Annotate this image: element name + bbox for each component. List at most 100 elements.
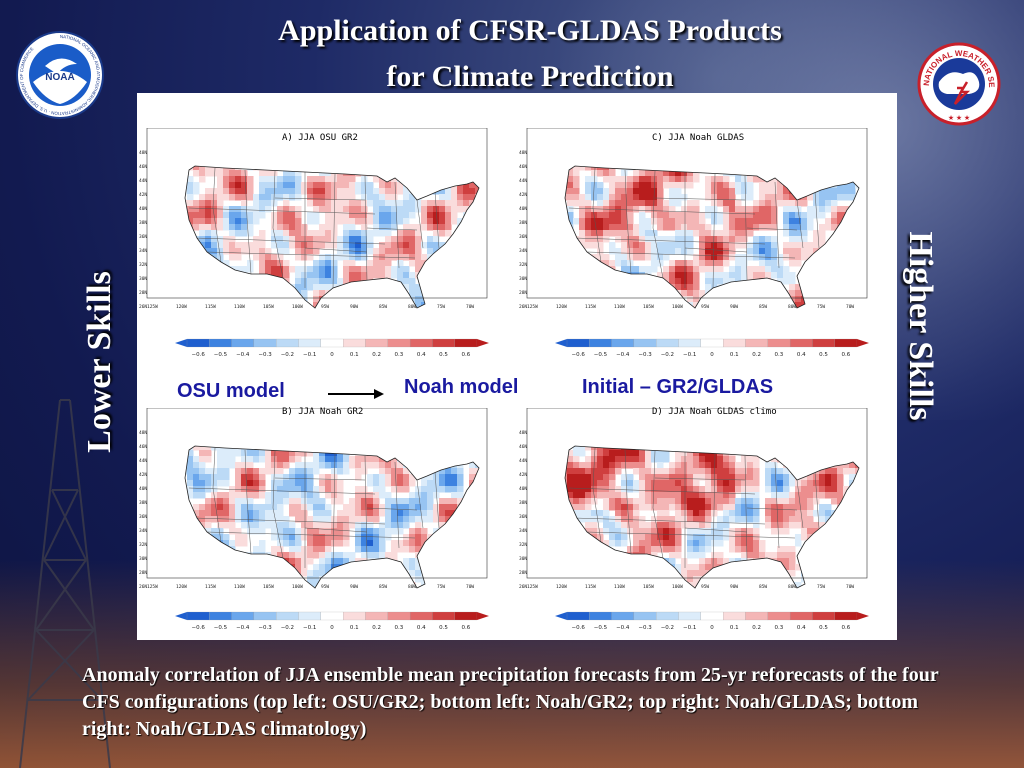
colorbar-swatch <box>409 338 433 348</box>
colorbar-swatch <box>566 338 590 348</box>
lat-tick-label: 38N <box>139 220 147 226</box>
lat-tick-label: 40N <box>139 486 147 492</box>
colorbar-swatch <box>834 611 858 621</box>
lon-tick-label: 75W <box>817 304 825 310</box>
colorbar-tick-label: 0.4 <box>797 625 806 631</box>
colorbar-tick-label: 0 <box>710 625 714 631</box>
lon-tick-label: 80W <box>408 304 416 310</box>
colorbar-swatch <box>209 611 232 621</box>
colorbar-tick-label: −0.6 <box>191 352 205 358</box>
radio-tower-silhouette <box>19 399 111 768</box>
lon-tick-label: 100W <box>292 584 303 590</box>
colorbar-bottom-right: −0.6 −0.5 −0.4 −0.3 −0.2 −0.1 0 0.1 0.2 0.3 0.4 0.5… <box>555 611 869 631</box>
colorbar-tick-label: 0 <box>710 352 714 358</box>
colorbar-tick-label: −0.5 <box>594 352 608 358</box>
colorbar-tick-label: 0 <box>330 625 334 631</box>
lat-tick-label: 30N <box>139 276 147 282</box>
colorbar-swatch <box>298 611 321 621</box>
colorbar-swatch <box>186 611 210 621</box>
colorbar-bottom-left: −0.6 −0.5 −0.4 −0.3 −0.2 −0.1 0 0.1 0.2 0.3 0.4 0.5… <box>175 611 489 631</box>
colorbar-swatch <box>723 338 746 348</box>
colorbar-swatch <box>276 338 299 348</box>
lon-tick-label: 85W <box>379 584 387 590</box>
colorbar-swatch <box>633 611 657 621</box>
lon-tick-label: 95W <box>321 584 329 590</box>
lat-tick-label: 38N <box>519 220 527 226</box>
lon-tick-label: 95W <box>321 304 329 310</box>
lon-tick-label: 90W <box>350 304 358 310</box>
colorbar-tick-label: −0.4 <box>236 625 250 631</box>
lon-tick-label: 115W <box>585 584 596 590</box>
lat-tick-label: 34N <box>139 528 147 534</box>
colorbar-swatch <box>432 611 455 621</box>
lon-tick-label: 115W <box>205 304 216 310</box>
slide-title-line-1: Application of CFSR-GLDAS Products <box>278 14 782 47</box>
lon-tick-label: 100W <box>672 304 683 310</box>
colorbar-swatch <box>365 611 388 621</box>
colorbar-swatch <box>812 338 835 348</box>
colorbar-swatch <box>700 611 724 621</box>
lon-tick-label: 90W <box>730 584 738 590</box>
lat-tick-label: 36N <box>519 514 527 520</box>
colorbar-tick-label: 0.6 <box>841 625 850 631</box>
colorbar-swatch <box>589 611 612 621</box>
lat-tick-label: 32N <box>139 262 147 268</box>
colorbar-tick-label: −0.6 <box>571 352 585 358</box>
colorbar-top-right: −0.6 −0.5 −0.4 −0.3 −0.2 −0.1 0 0.1 0.2 0.3 0.4 0.5… <box>555 338 869 358</box>
colorbar-swatch <box>678 611 701 621</box>
colorbar-tick-label: 0.5 <box>819 625 828 631</box>
figure-panel: 48N 46N 44N 42N 40N 38N 36N 34N 32N 30N 28N 26N 125W… <box>137 93 897 640</box>
lon-tick-label: 120W <box>556 584 567 590</box>
map-panel-b: 48N 46N 44N 42N 40N 38N 36N 34N 32N 30N 28N 26N 125W… <box>137 407 517 598</box>
lon-tick-label: 105W <box>263 304 274 310</box>
lon-tick-label: 70W <box>846 584 854 590</box>
colorbar-tick-label: 0.1 <box>350 352 359 358</box>
osu-model-label: OSU model <box>174 380 288 403</box>
colorbar-swatch <box>432 338 455 348</box>
colorbar-tick-label: 0.5 <box>439 625 448 631</box>
colorbar-tick-label: 0.2 <box>372 625 381 631</box>
lat-tick-label: 46N <box>139 444 147 450</box>
lon-tick-label: 110W <box>614 584 625 590</box>
colorbar-tick-label: 0.4 <box>417 352 426 358</box>
lat-tick-label: 40N <box>519 206 527 212</box>
lon-tick-label: 80W <box>788 584 796 590</box>
colorbar-swatch <box>387 338 411 348</box>
colorbar-tick-label: −0.2 <box>281 352 294 358</box>
lat-tick-label: 48N <box>139 430 147 436</box>
initial-gr2-gldas-label: Initial – GR2/GLDAS <box>582 376 774 398</box>
colorbar-tick-label: −0.3 <box>638 352 652 358</box>
lat-tick-label: 30N <box>519 276 527 282</box>
lat-tick-label: 32N <box>519 542 527 548</box>
colorbar-tick-label: −0.3 <box>258 625 272 631</box>
lat-tick-label: 40N <box>519 486 527 492</box>
colorbar-swatch <box>834 338 858 348</box>
colorbar-swatch <box>387 611 411 621</box>
lon-tick-label: 85W <box>759 584 767 590</box>
lon-tick-label: 85W <box>379 304 387 310</box>
colorbar-swatch <box>454 611 478 621</box>
lat-tick-label: 48N <box>519 430 527 436</box>
colorbar-tick-label: 0.4 <box>417 625 426 631</box>
lat-tick-label: 34N <box>519 528 527 534</box>
lat-tick-label: 40N <box>139 206 147 212</box>
colorbar-tick-label: −0.6 <box>191 625 205 631</box>
colorbar-top-left: −0.6 −0.5 −0.4 −0.3 −0.2 −0.1 0 0.1 0.2 0.3 0.4 0.5… <box>175 338 489 358</box>
map-panel-a: 48N 46N 44N 42N 40N 38N 36N 34N 32N 30N 28N 26N 125W… <box>137 127 517 318</box>
lon-tick-label: 110W <box>614 304 625 310</box>
colorbar-swatch <box>633 338 657 348</box>
lon-tick-label: 110W <box>234 304 245 310</box>
colorbar-swatch <box>700 338 724 348</box>
noaa-logo-text: NOAA <box>45 72 74 83</box>
colorbar-swatch <box>745 611 768 621</box>
map-a-plot: 48N 46N 44N 42N 40N 38N 36N 34N 32N 30N 28N 26N 125W… <box>139 127 488 310</box>
lon-tick-label: 75W <box>437 304 445 310</box>
colorbar-tick-label: −0.4 <box>616 625 630 631</box>
map-panel-d: 48N 46N 44N 42N 40N 38N 36N 34N 32N 30N 28N 26N 125W… <box>517 407 897 598</box>
colorbar-tick-label: 0.5 <box>819 352 828 358</box>
colorbar-tick-label: −0.4 <box>616 352 630 358</box>
lat-tick-label: 42N <box>139 472 147 478</box>
lon-tick-label: 105W <box>263 584 274 590</box>
colorbar-tick-label: 0.3 <box>775 352 784 358</box>
colorbar-tick-label: −0.5 <box>214 625 228 631</box>
